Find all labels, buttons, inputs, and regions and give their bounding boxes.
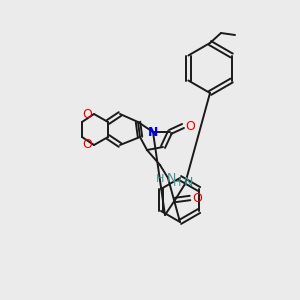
Text: N: N bbox=[148, 125, 158, 139]
Text: H: H bbox=[173, 178, 181, 188]
Text: H: H bbox=[156, 174, 164, 184]
Text: O: O bbox=[82, 107, 92, 121]
Text: N: N bbox=[166, 172, 176, 185]
Text: O: O bbox=[192, 191, 202, 205]
Text: O: O bbox=[82, 139, 92, 152]
Text: O: O bbox=[185, 119, 195, 133]
Text: N: N bbox=[183, 176, 193, 190]
